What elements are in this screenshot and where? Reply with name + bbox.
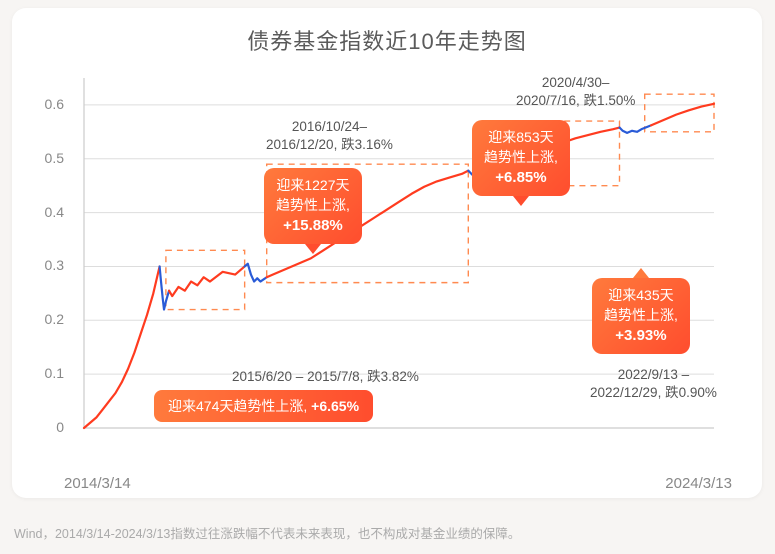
y-tick-label: 0.6 <box>34 96 64 112</box>
chart-card: 债券基金指数近10年走势图 2016/10/24– 2016/12/20, 跌3… <box>12 8 762 498</box>
anno-2020: 2020/4/30– 2020/7/16, 跌1.50% <box>516 74 635 110</box>
y-tick-label: 0 <box>34 419 64 435</box>
callout-853: 迎来853天 趋势性上涨, +6.85% <box>472 120 570 196</box>
y-tick-label: 0.3 <box>34 257 64 273</box>
anno-2016: 2016/10/24– 2016/12/20, 跌3.16% <box>266 118 393 154</box>
y-tick-label: 0.5 <box>34 150 64 166</box>
chart-title: 债券基金指数近10年走势图 <box>12 8 762 56</box>
callout-474: 迎来474天趋势性上涨, +6.65% <box>154 390 373 422</box>
y-tick-label: 0.4 <box>34 204 64 220</box>
chart-area: 2016/10/24– 2016/12/20, 跌3.16% 2020/4/30… <box>42 68 742 468</box>
y-tick-label: 0.1 <box>34 365 64 381</box>
callout-1227: 迎来1227天 趋势性上涨, +15.88% <box>264 168 362 244</box>
callout-435: 迎来435天 趋势性上涨, +3.93% <box>592 278 690 354</box>
footnote: Wind，2014/3/14-2024/3/13指数过往涨跌幅不代表未来表现，也… <box>14 523 520 542</box>
y-tick-label: 0.2 <box>34 311 64 327</box>
anno-2015: 2015/6/20 – 2015/7/8, 跌3.82% <box>232 368 419 386</box>
x-end-label: 2024/3/13 <box>665 475 732 492</box>
anno-2022: 2022/9/13 – 2022/12/29, 跌0.90% <box>590 366 717 402</box>
x-start-label: 2014/3/14 <box>64 475 131 492</box>
